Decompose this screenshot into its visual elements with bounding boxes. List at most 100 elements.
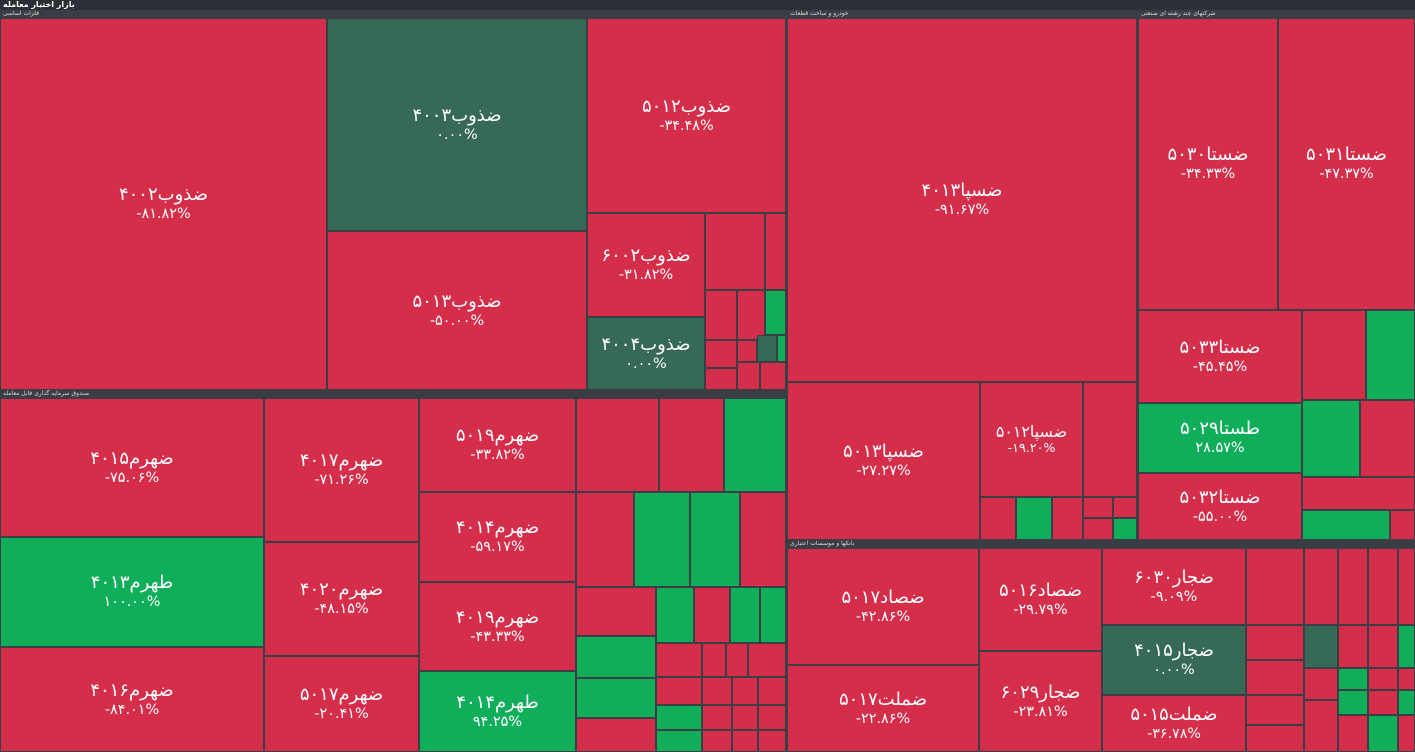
tile: ضسپا۵۰۱۳ -۲۷.۲۷% <box>787 382 980 540</box>
tile-small <box>694 587 730 643</box>
tile: ضذوب۶۰۰۲ -۳۱.۸۲% <box>587 213 705 317</box>
tile-name: ضجار۶۰۳۰ <box>1134 566 1214 588</box>
tile-small <box>732 730 758 752</box>
tile-name: ضذوب۴۰۰۳ <box>412 104 502 126</box>
tile-change: -۳۴.۳۳% <box>1180 166 1236 183</box>
sector: خودرو و ساخت قطعات ضسپا۴۰۱۳ -۹۱.۶۷% ضسپا۵۰۱… <box>787 10 1138 540</box>
sector-title: خودرو و ساخت قطعات <box>790 10 849 17</box>
tile-change: ۱۰۰.۰۰% <box>103 594 161 611</box>
tile-name: طهرم۴۰۱۴ <box>456 691 539 713</box>
tile-small <box>1338 690 1368 715</box>
tile: ضهرم۴۰۱۶ -۸۴.۰۱% <box>0 647 264 752</box>
tile-change: -۳۴.۴۸% <box>659 117 714 134</box>
sector-title: شرکتهای چند رشته ای صنعتی <box>1141 10 1216 17</box>
tile: ضملت۵۰۱۵ -۳۶.۷۸% <box>1102 695 1246 752</box>
tile-small <box>1368 690 1398 715</box>
tile-small <box>702 730 732 752</box>
tile-change: -۱۹.۲۰% <box>1007 440 1056 456</box>
tile-name: ضذوب۴۰۰۴ <box>601 333 691 355</box>
tile-small <box>576 636 656 678</box>
tile-name: ضهرم۴۰۱۴ <box>455 517 540 539</box>
tile: ضذوب۴۰۰۳ ۰.۰۰% <box>327 18 587 231</box>
tile-name: ضهرم۵۰۱۷ <box>299 684 384 706</box>
tile-change: -۹۱.۶۷% <box>934 202 990 219</box>
tile-small <box>757 335 777 362</box>
sector-title: صندوق سرمایه گذاری قابل معامله <box>3 390 90 397</box>
tile-change: ۰.۰۰% <box>625 355 667 372</box>
tile-small <box>732 677 758 705</box>
sector: بانکها و موسسات اعتباری ضصاد۵۰۱۷ -۴۲.۸۶% ضم… <box>787 540 1415 752</box>
tile-small <box>737 362 760 390</box>
tile-small <box>1368 668 1398 690</box>
tile-small <box>634 492 690 587</box>
tile: ضذوب۵۰۱۳ -۵۰.۰۰% <box>327 231 587 390</box>
tile-change: -۲۲.۸۶% <box>855 710 911 727</box>
tile-small <box>705 340 737 368</box>
tile: ضسپا۵۰۱۲ -۱۹.۲۰% <box>980 382 1083 497</box>
tile-change: -۴۵.۴۵% <box>1192 358 1248 375</box>
tile-small <box>1052 497 1083 540</box>
tile-name: ضملت۵۰۱۷ <box>839 688 927 710</box>
tile-name: ضهرم۴۰۱۷ <box>299 450 384 472</box>
tile-small <box>1246 725 1304 752</box>
tile-change: -۵۵.۰۰% <box>1192 508 1248 525</box>
tile-name: ضذوب۶۰۰۲ <box>601 245 691 267</box>
tile-small <box>656 730 702 752</box>
tile-small <box>1338 668 1368 690</box>
tile-small <box>1368 548 1398 625</box>
tile-small <box>1390 510 1415 540</box>
tile-small <box>730 587 760 643</box>
tile-change: ۲۸.۵۷% <box>1195 440 1245 457</box>
tile-change: -۵۰.۰۰% <box>429 312 485 329</box>
tile-small <box>1338 625 1368 668</box>
tile: ضستا۵۰۳۲ -۵۵.۰۰% <box>1138 473 1302 540</box>
tile-small <box>737 340 757 362</box>
tile-small <box>760 587 786 643</box>
tile-small <box>1246 660 1304 695</box>
tile-name: ضجار۶۰۲۹ <box>1000 681 1081 703</box>
tile-name: ضسپا۵۰۱۳ <box>843 441 924 463</box>
tile-change: -۵۹.۱۷% <box>470 539 525 556</box>
tile: ضهرم۴۰۱۴ -۵۹.۱۷% <box>419 492 576 582</box>
tile-small <box>1338 548 1368 625</box>
tile-name: ضسپا۴۰۱۳ <box>921 180 1003 202</box>
tile-small <box>702 643 726 677</box>
tile-name: ضستا۵۰۳۰ <box>1167 144 1249 166</box>
tile-small <box>1302 510 1390 540</box>
tile: ضصاد۵۰۱۶ -۲۹.۷۹% <box>979 548 1102 651</box>
tile-small <box>705 290 737 340</box>
tile: ضذوب۴۰۰۴ ۰.۰۰% <box>587 317 705 390</box>
tile-small <box>1246 695 1304 725</box>
tile-change: ۹۴.۲۵% <box>472 713 523 730</box>
tile-small <box>726 643 748 677</box>
tile-small <box>576 678 656 718</box>
tile-small <box>1398 625 1415 668</box>
tile-change: -۲۹.۷۹% <box>1013 601 1068 618</box>
tile-change: -۳۳.۸۲% <box>470 447 525 464</box>
tile-small <box>1368 625 1398 668</box>
tile-small <box>758 677 786 705</box>
tile-small <box>576 492 634 587</box>
tile-name: ضصاد۵۰۱۶ <box>998 579 1083 601</box>
tile-small <box>724 398 786 492</box>
tile-name: ضملت۵۰۱۵ <box>1130 704 1218 726</box>
tile-change: -۴۲.۸۶% <box>855 608 911 625</box>
tile-change: -۲۰.۴۱% <box>314 706 369 723</box>
tile-change: -۳۶.۷۸% <box>1147 725 1201 742</box>
tile-name: ضذوب۴۰۰۲ <box>118 184 209 206</box>
tile: ضجار۶۰۳۰ -۹.۰۹% <box>1102 548 1246 625</box>
tile-change: -۴۳.۳۳% <box>470 628 525 645</box>
tile-small <box>1083 518 1113 540</box>
tile-change: -۷۱.۲۶% <box>314 472 369 489</box>
tile-name: ضسپا۵۰۱۲ <box>995 422 1068 442</box>
tile-name: ضصاد۵۰۱۷ <box>841 586 925 608</box>
tile-name: ضهرم۴۰۱۵ <box>90 447 174 469</box>
tile: ضهرم۴۰۱۹ -۴۳.۳۳% <box>419 582 576 671</box>
tile-change: -۲۷.۲۷% <box>856 463 911 480</box>
tile-small <box>1302 310 1366 400</box>
tile: ضهرم۵۰۱۷ -۲۰.۴۱% <box>264 656 419 752</box>
tile-small <box>1113 518 1137 540</box>
sector: صندوق سرمایه گذاری قابل معامله ضهرم۴۰۱۵ -۷… <box>0 390 787 752</box>
tile-name: طهرم۴۰۱۳ <box>90 572 174 594</box>
tile-name: طستا۵۰۲۹ <box>1180 418 1260 440</box>
